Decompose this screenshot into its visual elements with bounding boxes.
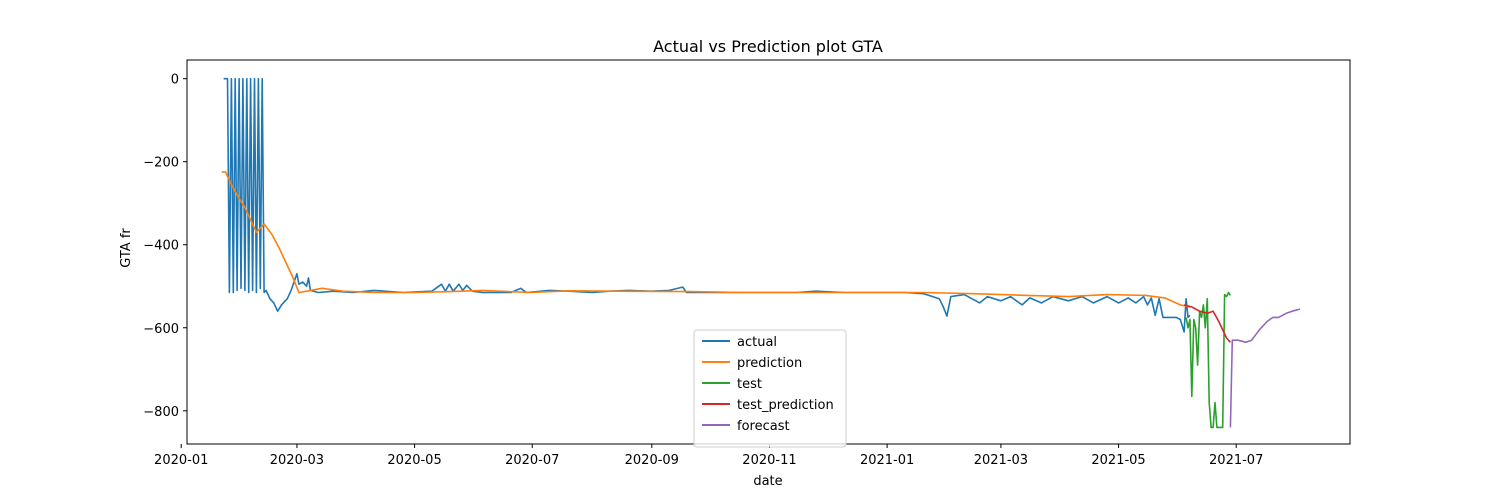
series-line-test_prediction [1183,304,1231,343]
x-tick-label: 2021-03 [974,453,1028,468]
y-tick-label: −600 [143,322,179,337]
x-axis-title: date [753,474,782,489]
series-line-prediction [221,171,1191,308]
series-line-test [1185,291,1232,429]
x-tick-label: 2021-01 [860,453,914,468]
chart-title: Actual vs Prediction plot GTA [653,37,883,56]
legend-label-actual: actual [737,335,777,350]
y-axis-title: GTA fr [119,228,134,268]
x-tick-label: 2020-05 [387,453,441,468]
legend-label-test_prediction: test_prediction [737,398,834,413]
y-tick-label: −200 [143,156,179,171]
y-tick-label: 0 [171,73,179,88]
legend-label-forecast: forecast [737,419,790,434]
x-tick-label: 2020-11 [742,453,796,468]
axes: 2020-01 2020-03 2020-05 2020-07 2020-09 2020-… [143,59,1351,468]
y-tick-label: −400 [143,239,179,254]
x-tick-label: 2021-05 [1091,453,1145,468]
x-tick-label: 2020-03 [270,453,324,468]
plot-area [221,77,1301,429]
series-line-forecast [1229,308,1301,428]
legend: actual prediction test test_predictionforec… [693,329,847,448]
x-tick-label: 2020-07 [505,453,559,468]
y-tick-label: −800 [143,405,179,420]
legend-label-test: test [737,377,762,392]
legend-box [693,329,847,448]
legend-label-prediction: prediction [737,356,802,371]
x-tick-label: 2021-07 [1209,453,1263,468]
x-tick-label: 2020-01 [154,453,208,468]
series-line-actual [223,77,1191,333]
x-tick-label: 2020-09 [625,453,679,468]
